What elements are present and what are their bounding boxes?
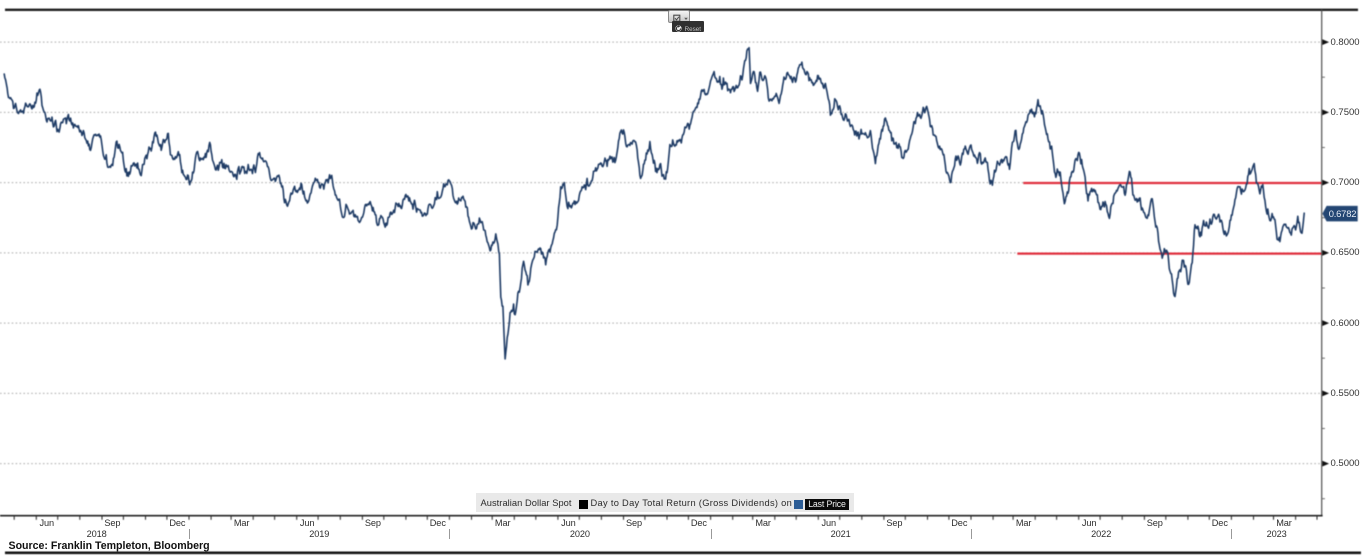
svg-text:Reset: Reset [684, 26, 701, 33]
